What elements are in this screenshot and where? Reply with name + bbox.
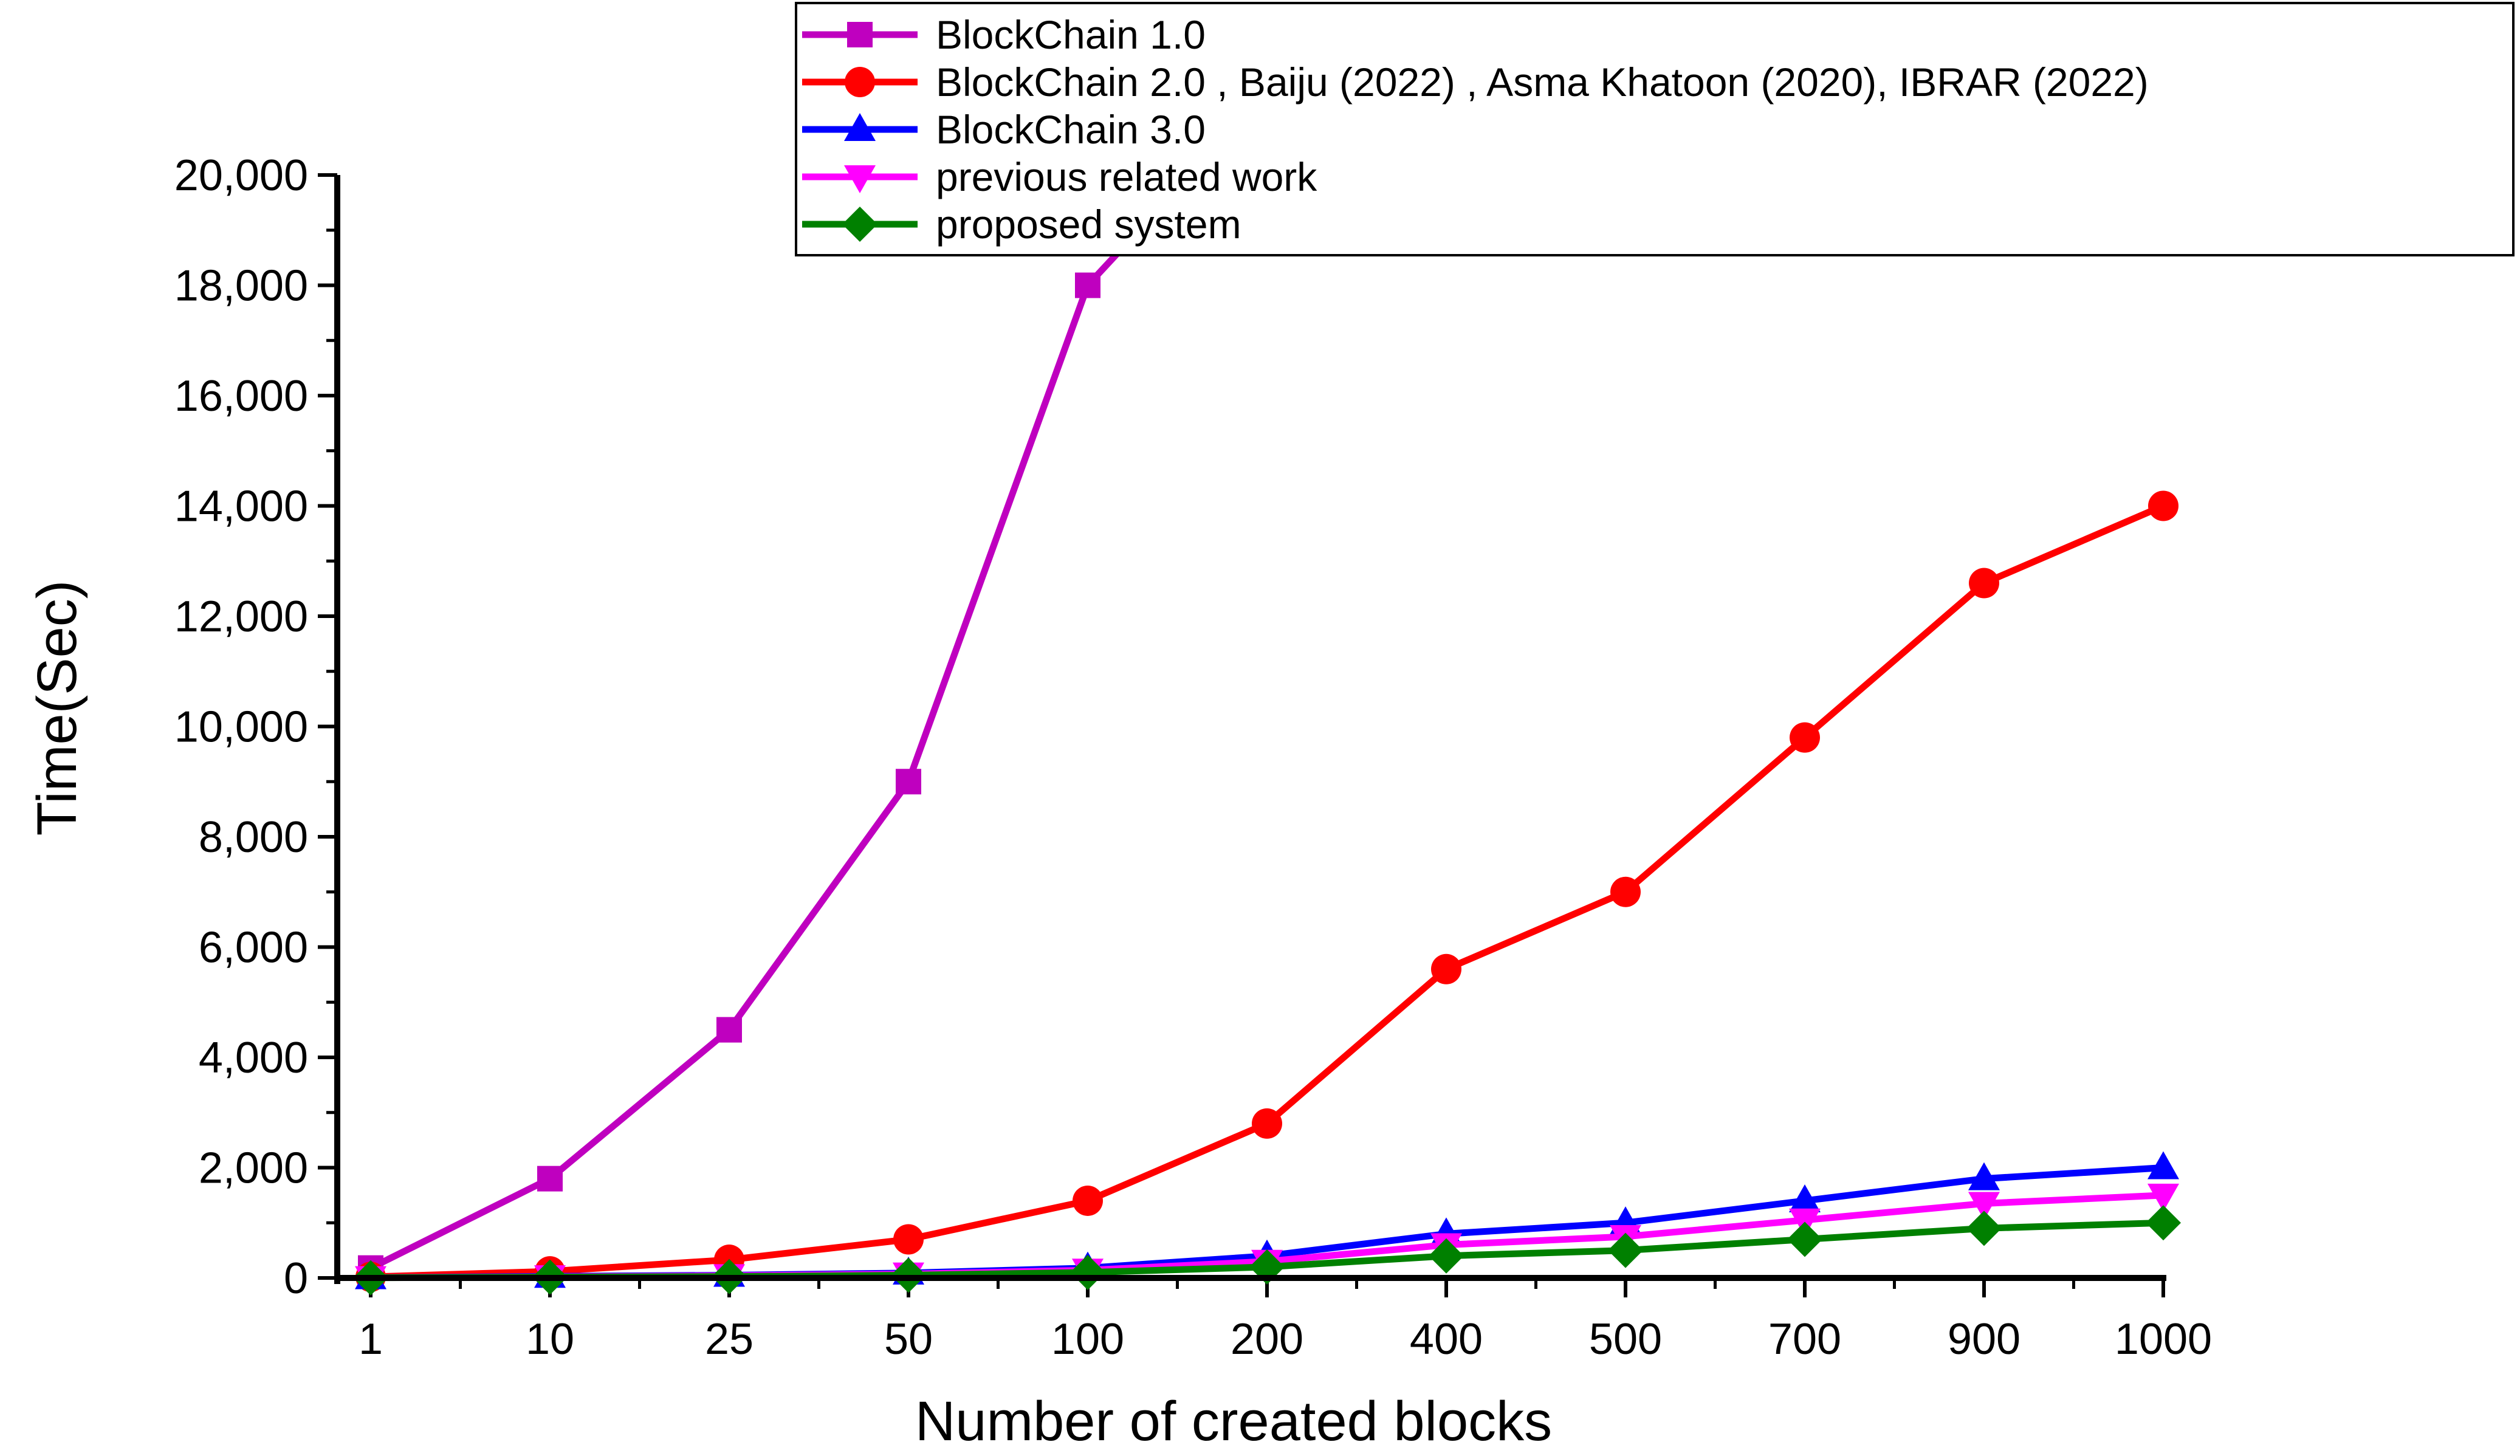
legend-box (795, 2, 2515, 256)
y-tick-label: 4,000 (199, 1034, 308, 1082)
x-tick-label: 200 (1231, 1315, 1303, 1364)
x-tick-label: 1 (359, 1315, 383, 1364)
legend-label: BlockChain 2.0 , Baiju (2022) , Asma Kha… (936, 60, 2149, 105)
x-tick-label: 400 (1410, 1315, 1483, 1364)
x-tick-label: 25 (705, 1315, 754, 1364)
x-tick-label: 500 (1589, 1315, 1662, 1364)
axes (334, 175, 2166, 1284)
legend-item: BlockChain 1.0 (802, 12, 1206, 57)
data-point (537, 1166, 563, 1192)
series-clip-group (353, 90, 2181, 1296)
data-point (1431, 953, 1461, 984)
data-point (1429, 1238, 1464, 1274)
data-point (1608, 1232, 1643, 1268)
series-1 (355, 490, 2178, 1293)
data-point (1789, 1184, 1821, 1212)
y-axis-ticks: 0 2,000 4,000 6,000 8,000 10,000 12,000 14,000 1… (174, 151, 337, 1303)
x-tick-label: 100 (1051, 1315, 1124, 1364)
legend-marker (847, 22, 873, 47)
y-tick-label: 8,000 (199, 813, 308, 862)
data-point (2147, 1151, 2179, 1180)
series-layer (353, 90, 2181, 1296)
data-point (1075, 272, 1100, 298)
x-tick-label: 900 (1948, 1315, 2020, 1364)
data-point (1790, 722, 1820, 753)
data-point (893, 1224, 924, 1255)
x-axis-title: Number of created blocks (915, 1390, 1552, 1452)
series-4 (353, 1205, 2181, 1296)
data-point (1968, 1162, 2000, 1190)
y-tick-label: 18,000 (174, 262, 308, 311)
legend-marker (845, 67, 875, 97)
x-tick-label: 1000 (2115, 1315, 2212, 1364)
series-0 (358, 90, 1270, 1281)
x-axis-ticks: 1 10 25 50 100 200 400 500 700 900 1000 (359, 1278, 2212, 1364)
y-axis-title: Time(Sec) (26, 580, 88, 836)
legend-label: proposed system (936, 202, 1241, 247)
legend-item: BlockChain 3.0 (802, 107, 1206, 152)
x-tick-label: 700 (1768, 1315, 1841, 1364)
y-tick-label: 2,000 (199, 1144, 308, 1193)
data-point (1966, 1210, 2002, 1246)
legend-item: previous related work (802, 154, 1317, 199)
data-point (716, 1017, 742, 1043)
data-point (2148, 490, 2178, 521)
legend-marker (844, 113, 876, 141)
legend-marker (844, 165, 876, 193)
data-point (1070, 1254, 1105, 1290)
x-tick-label: 10 (526, 1315, 574, 1364)
data-point (2146, 1205, 2181, 1241)
data-point (1968, 1192, 2000, 1220)
data-point (1073, 1185, 1103, 1216)
data-point (1969, 568, 1999, 599)
legend-marker (842, 207, 877, 242)
y-tick-label: 12,000 (174, 592, 308, 641)
y-tick-label: 14,000 (174, 482, 308, 531)
legend-label: BlockChain 1.0 (936, 12, 1206, 57)
y-tick-label: 10,000 (174, 703, 308, 752)
series-line (369, 90, 1270, 1271)
data-point (1252, 1108, 1282, 1139)
y-tick-label: 16,000 (174, 372, 308, 421)
data-point (2147, 1183, 2179, 1212)
data-point (1610, 876, 1641, 907)
data-point (1787, 1221, 1822, 1257)
x-tick-label: 50 (884, 1315, 933, 1364)
series-line (370, 503, 2165, 1280)
legend-item: BlockChain 2.0 , Baiju (2022) , Asma Kha… (802, 60, 2149, 105)
y-tick-label: 20,000 (174, 151, 308, 200)
data-point (896, 769, 921, 795)
y-tick-label: 0 (284, 1254, 308, 1303)
legend-label: BlockChain 3.0 (936, 107, 1206, 152)
y-tick-label: 6,000 (199, 924, 308, 972)
legend-label: previous related work (936, 154, 1317, 199)
legend-item: proposed system (802, 202, 1241, 247)
